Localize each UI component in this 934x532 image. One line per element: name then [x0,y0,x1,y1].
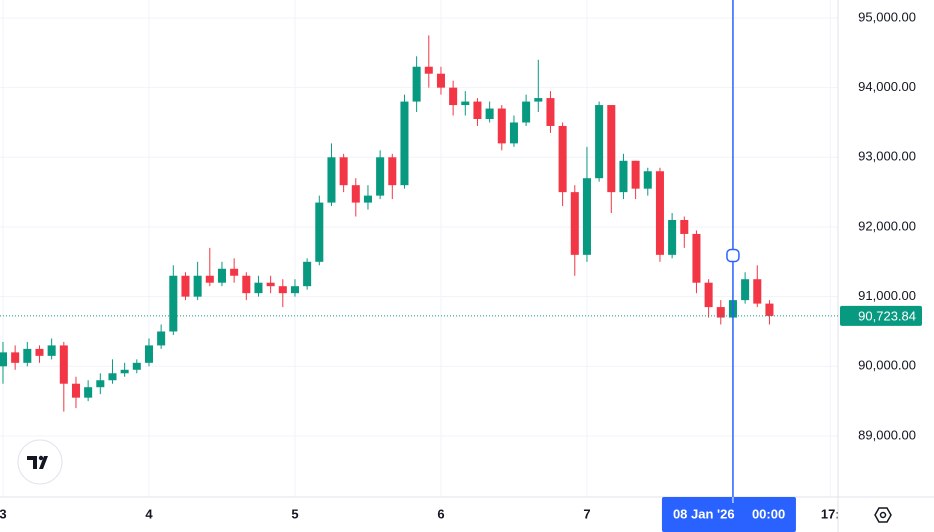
y-tick-label: 89,000.00 [858,427,916,442]
y-tick-label: 90,000.00 [858,358,916,373]
y-tick-label: 92,000.00 [858,218,916,233]
candle-body [0,352,7,367]
candle-body [169,275,178,332]
logo[interactable] [17,439,63,485]
candle-body [217,268,226,283]
candle-body [461,101,470,106]
crosshair-date: 08 Jan '26 [673,506,735,521]
candle-body [47,345,56,356]
candle-body [84,387,93,398]
x-tick-label: 5 [291,506,298,521]
candle-body [35,348,44,356]
candle-body [157,331,166,346]
y-tick-label: 91,000.00 [858,288,916,303]
logo-dot [38,455,44,461]
candle-body [108,373,117,381]
logo-badge[interactable] [17,439,63,485]
plot-area [0,0,838,497]
settings-button[interactable] [874,507,892,523]
candle-body [546,98,555,126]
candle-body [376,157,385,196]
candle-body [424,66,433,74]
candle-body [242,275,251,294]
candle-body [23,348,32,363]
candle-body [205,275,214,283]
candle-body [400,101,409,186]
candle-body [582,178,591,255]
x-tick-label: 6 [437,506,444,521]
crosshair-time: 00:00 [752,506,785,521]
candle-body [71,383,80,398]
settings-icon [874,507,892,523]
candle-body [254,282,263,294]
candle-body [303,261,312,287]
candle-body [120,369,129,374]
candle-body [607,105,616,193]
candle-body [339,157,348,186]
candle-body [290,286,299,294]
candle-body [193,275,202,297]
candle-body [278,286,287,294]
last-price-badge [840,305,922,326]
candle-body [643,171,652,189]
y-tick-label: 95,000.00 [858,9,916,24]
crosshair-badge [661,497,796,532]
candle-body [144,345,153,363]
candle-body [668,220,677,255]
candle-body [655,171,664,255]
candle-body [522,101,531,123]
candle-body [692,233,701,283]
last-price-label: 90,723.84 [858,308,916,323]
candle-body [412,66,421,102]
candle-body [485,108,494,119]
candle-body [388,157,397,186]
candle-body [753,279,762,304]
marker-handle [726,248,740,263]
candle-body [509,122,518,144]
candle-body [534,98,543,102]
candle-body [327,157,336,203]
x-tick-label: 3 [0,506,7,521]
candle-body [680,220,689,234]
candle-body [181,275,190,297]
y-tick-label: 93,000.00 [858,149,916,164]
candle-body [230,268,239,276]
candle-body [473,101,482,119]
candle-body [59,345,68,384]
candle-body [765,303,774,316]
candle-body [11,352,20,363]
candle-body [558,125,567,193]
candle-body [315,202,324,262]
candle-body [631,160,640,189]
candle-body [96,380,105,388]
candle-body [363,195,372,203]
candle-body [351,185,360,203]
candle-body [266,282,275,287]
candle-body [570,192,579,255]
settings-icon-center [879,511,887,519]
candle-body [619,160,628,193]
candle-body [741,279,750,301]
x-tick-label: 4 [145,506,153,521]
candle-body [716,307,725,318]
candle-body [704,282,713,308]
candle-body [595,105,604,179]
candle-body [449,87,458,106]
x-tick-label: 7 [583,506,590,521]
x-tick-label: 17: [821,506,840,521]
y-tick-label: 94,000.00 [858,79,916,94]
candle-body [436,73,445,88]
candle-body [132,362,141,370]
candle-body [497,108,506,144]
